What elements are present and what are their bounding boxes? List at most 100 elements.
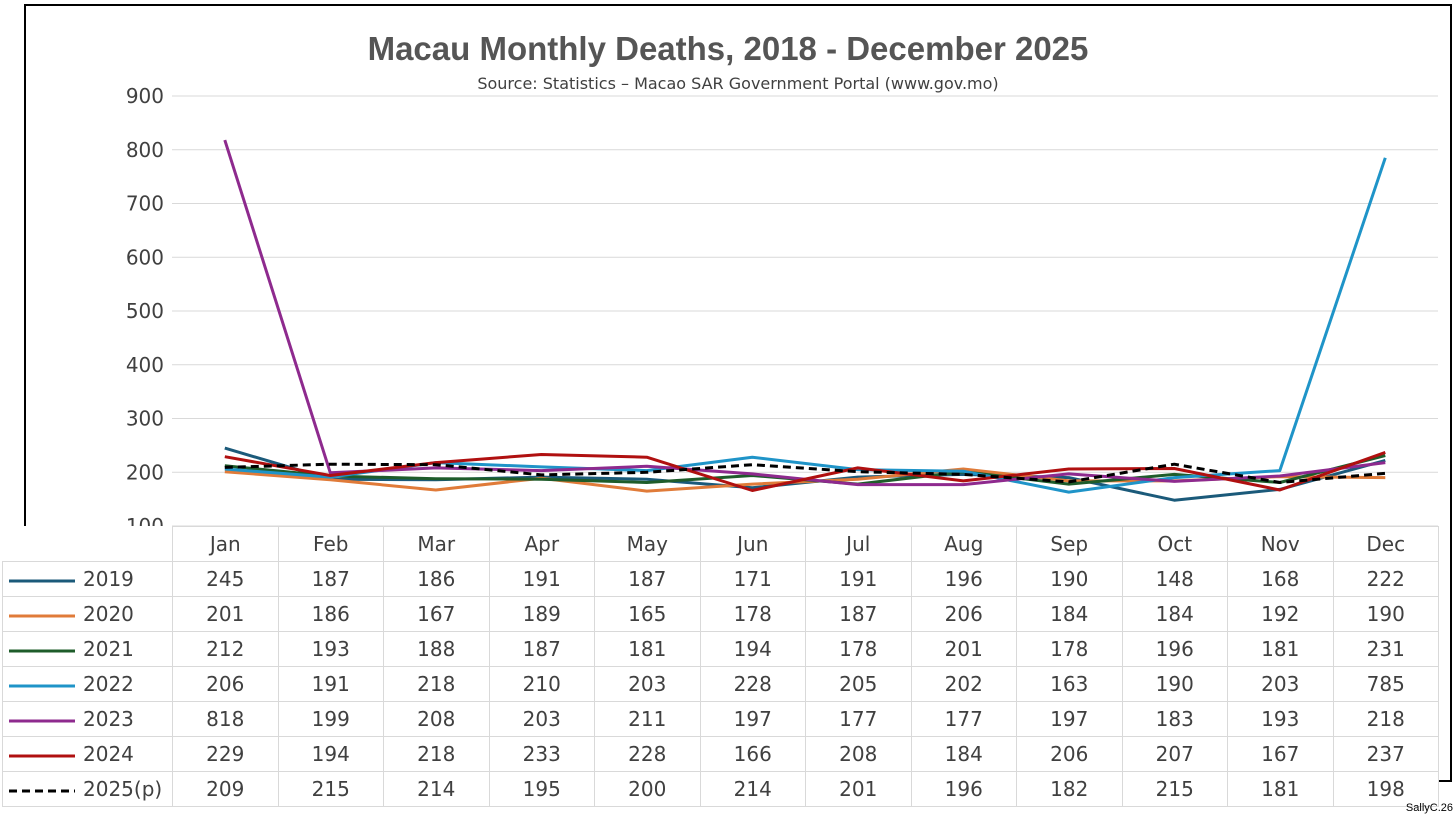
- data-label: 192: [1227, 596, 1334, 632]
- data-label: 237: [1332, 736, 1439, 772]
- x-tick-label: Apr: [488, 526, 595, 562]
- data-label: 203: [488, 701, 595, 737]
- data-label: 245: [172, 561, 279, 597]
- table-row: 2024 229 194 218 233 228 166 208 184 206 207 167 237: [2, 736, 1439, 772]
- legend-entry: 2019: [2, 561, 173, 597]
- legend-label: 2025(p): [83, 777, 163, 801]
- data-label: 229: [172, 736, 279, 772]
- data-label: 205: [805, 666, 912, 702]
- y-tick-label: 700: [126, 192, 164, 216]
- data-label: 198: [1332, 771, 1439, 807]
- data-label: 231: [1332, 631, 1439, 667]
- legend-entry: 2022: [2, 666, 173, 702]
- data-label: 167: [1227, 736, 1334, 772]
- data-label: 206: [1016, 736, 1123, 772]
- data-label: 187: [277, 561, 384, 597]
- data-label: 196: [1121, 631, 1228, 667]
- data-label: 191: [488, 561, 595, 597]
- data-label: 233: [488, 736, 595, 772]
- legend-label: 2019: [83, 567, 134, 591]
- y-tick-label: 400: [126, 353, 164, 377]
- data-label: 199: [277, 701, 384, 737]
- data-label: 206: [172, 666, 279, 702]
- data-label: 184: [1016, 596, 1123, 632]
- data-label: 218: [1332, 701, 1439, 737]
- gridlines: [172, 95, 1438, 527]
- series-line-2022: [224, 157, 1387, 494]
- data-label: 184: [910, 736, 1017, 772]
- series-line-2024: [224, 450, 1386, 492]
- data-label: 218: [383, 736, 490, 772]
- data-label: 215: [277, 771, 384, 807]
- data-label: 214: [699, 771, 806, 807]
- data-label: 166: [699, 736, 806, 772]
- x-tick-label: Nov: [1227, 526, 1334, 562]
- legend-swatch: [9, 789, 75, 792]
- data-label: 191: [277, 666, 384, 702]
- x-tick-label: May: [594, 526, 701, 562]
- data-label: 193: [1227, 701, 1334, 737]
- data-label: 187: [594, 561, 701, 597]
- data-label: 188: [383, 631, 490, 667]
- data-label: 208: [383, 701, 490, 737]
- x-tick-label: Aug: [910, 526, 1017, 562]
- legend-swatch: [9, 579, 75, 582]
- data-label: 177: [805, 701, 912, 737]
- data-label: 187: [805, 596, 912, 632]
- y-axis-ticks: 100200300400500600700800900: [126, 84, 164, 538]
- data-label: 196: [910, 771, 1017, 807]
- x-tick-label: Jan: [172, 526, 279, 562]
- legend-label: 2020: [83, 602, 134, 626]
- table-body: 2019 245 187 186 191 187 171 191 196 190 148 168 222…: [2, 561, 1439, 807]
- data-label: 218: [383, 666, 490, 702]
- data-label: 200: [594, 771, 701, 807]
- y-tick-label: 600: [126, 245, 164, 269]
- data-label: 178: [1016, 631, 1123, 667]
- y-tick-label: 300: [126, 407, 164, 431]
- y-tick-label: 900: [126, 84, 164, 108]
- legend-entry: 2024: [2, 736, 173, 772]
- table-row: 2025(p) 209 215 214 195 200 214 201 196 182 215 181…: [2, 771, 1439, 807]
- table-row: 2021 212 193 188 187 181 194 178 201 178 196 181 231: [2, 631, 1439, 667]
- data-label: 208: [805, 736, 912, 772]
- x-tick-label: Sep: [1016, 526, 1123, 562]
- data-label: 818: [172, 701, 279, 737]
- data-label: 207: [1121, 736, 1228, 772]
- legend-label: 2023: [83, 707, 134, 731]
- chart-title: Macau Monthly Deaths, 2018 - December 20…: [367, 30, 1089, 67]
- data-label: 201: [805, 771, 912, 807]
- legend-entry: 2021: [2, 631, 173, 667]
- x-tick-label: Oct: [1121, 526, 1228, 562]
- data-label: 197: [1016, 701, 1123, 737]
- data-label: 194: [277, 736, 384, 772]
- legend-label: 2022: [83, 672, 134, 696]
- data-label: 209: [172, 771, 279, 807]
- legend-swatch: [9, 719, 75, 722]
- x-tick-label: Jun: [699, 526, 806, 562]
- y-tick-label: 800: [126, 138, 164, 162]
- table-row: 2020 201 186 167 189 165 178 187 206 184 184 192 190: [2, 596, 1439, 632]
- y-tick-label: 200: [126, 460, 164, 484]
- x-tick-label: Dec: [1332, 526, 1439, 562]
- data-label: 189: [488, 596, 595, 632]
- data-label: 194: [699, 631, 806, 667]
- data-label: 187: [488, 631, 595, 667]
- data-label: 785: [1332, 666, 1439, 702]
- legend-entry: 2025(p): [2, 771, 173, 807]
- x-tick-label: Jul: [805, 526, 912, 562]
- data-label: 193: [277, 631, 384, 667]
- data-label: 186: [383, 561, 490, 597]
- data-label: 203: [1227, 666, 1334, 702]
- legend-label: 2021: [83, 637, 134, 661]
- legend-swatch: [9, 614, 75, 617]
- table-header-row: Jan Feb Mar Apr May Jun Jul Aug Sep Oct Nov Dec: [2, 526, 1439, 562]
- table-row: 2019 245 187 186 191 187 171 191 196 190 148 168 222: [2, 561, 1439, 597]
- data-label: 182: [1016, 771, 1123, 807]
- data-label: 202: [910, 666, 1017, 702]
- x-tick-label: Mar: [383, 526, 490, 562]
- data-label: 195: [488, 771, 595, 807]
- data-label: 201: [172, 596, 279, 632]
- data-label: 196: [910, 561, 1017, 597]
- data-label: 190: [1332, 596, 1439, 632]
- legend-entry: 2023: [2, 701, 173, 737]
